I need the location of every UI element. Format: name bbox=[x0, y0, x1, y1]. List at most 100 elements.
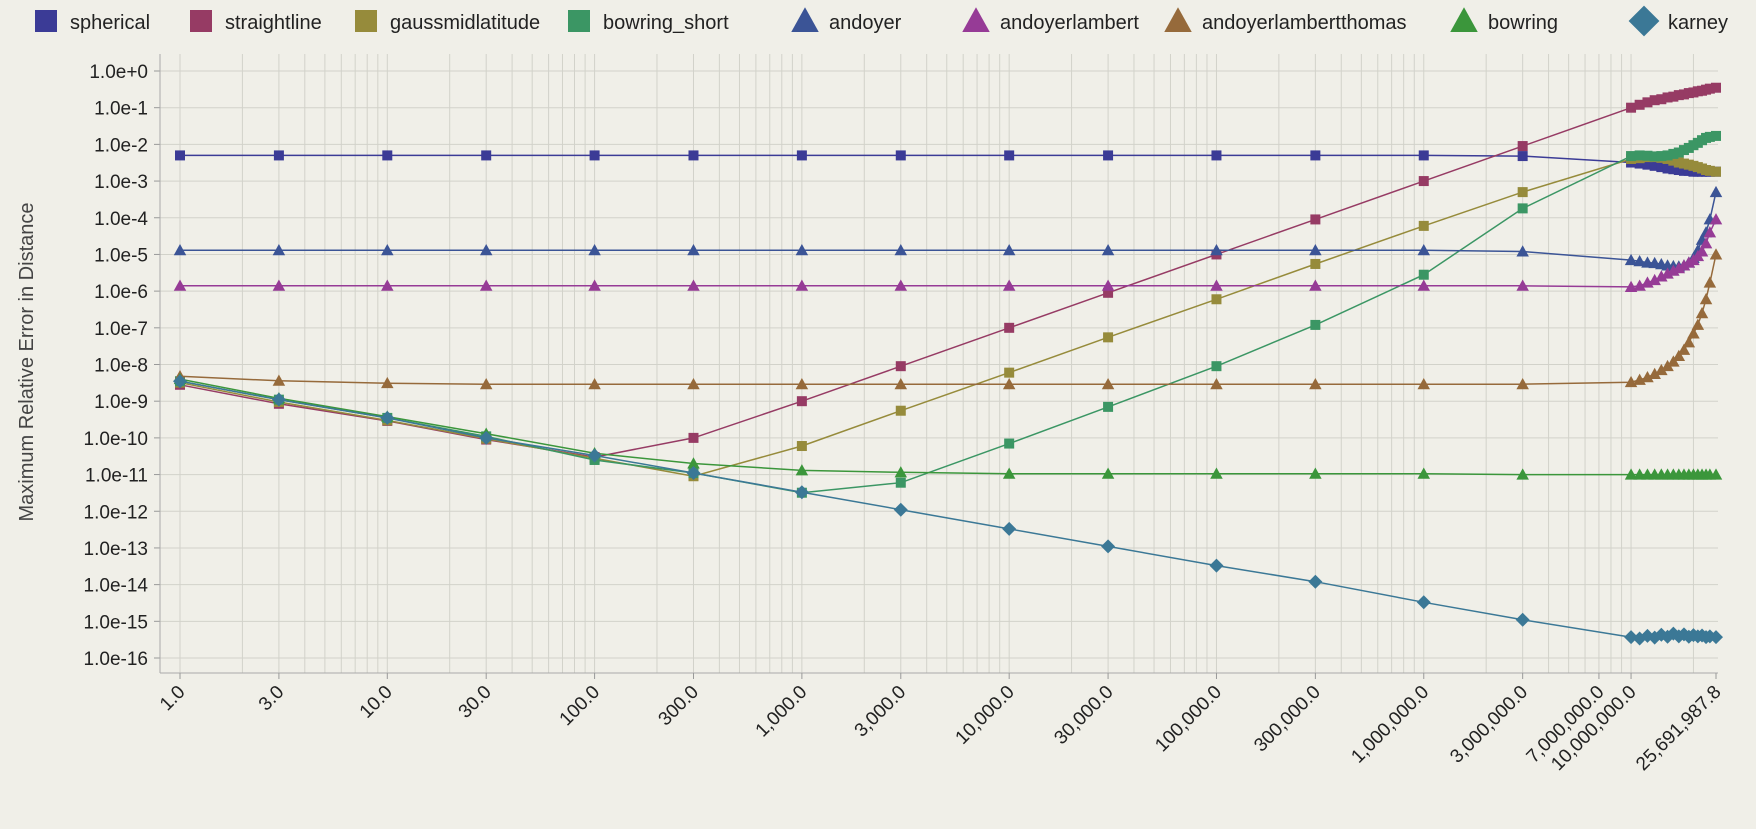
data-point-andoyerlambertthomas bbox=[1709, 248, 1723, 260]
data-point-karney bbox=[1515, 612, 1530, 627]
legend-item-andoyerlambertthomas: andoyerlambertthomas bbox=[1164, 7, 1407, 34]
data-point-spherical bbox=[273, 150, 284, 161]
data-point-gaussmidlatitude bbox=[1711, 166, 1721, 177]
legend-label-gaussmidlatitude: gaussmidlatitude bbox=[390, 12, 540, 34]
data-point-andoyerlambertthomas bbox=[381, 376, 394, 389]
data-point-andoyerlambert bbox=[381, 279, 394, 291]
data-point-andoyerlambert bbox=[1309, 279, 1322, 291]
x-tick-label: 10,000.0 bbox=[952, 682, 1019, 749]
legend-marker-karney bbox=[1628, 5, 1660, 37]
data-point-straightline bbox=[1704, 83, 1715, 94]
data-point-bowring bbox=[1516, 468, 1529, 480]
data-point-andoyerlambertthomas bbox=[479, 377, 493, 390]
data-point-spherical bbox=[895, 150, 906, 161]
data-point-andoyerlambert bbox=[1695, 245, 1709, 257]
data-point-bowring_short bbox=[1517, 203, 1528, 214]
data-point-karney bbox=[686, 466, 701, 481]
data-point-spherical bbox=[796, 150, 807, 161]
data-point-straightline bbox=[1310, 214, 1321, 225]
data-point-straightline bbox=[1642, 97, 1653, 108]
x-tick-label: 3,000.0 bbox=[851, 682, 911, 742]
legend: spherical straightline gaussmidlatitude bow… bbox=[35, 5, 1728, 37]
data-point-spherical bbox=[1662, 163, 1673, 174]
data-point-bowring_short bbox=[1668, 148, 1679, 159]
data-point-andoyerlambertthomas bbox=[1682, 336, 1696, 348]
data-point-karney bbox=[271, 392, 286, 407]
data-point-andoyer bbox=[381, 244, 394, 256]
data-point-bowring bbox=[1210, 467, 1223, 479]
data-point-andoyerlambert bbox=[687, 279, 700, 291]
data-point-bowring bbox=[1309, 467, 1322, 479]
legend-label-bowring_short: bowring_short bbox=[603, 12, 729, 34]
x-tick-label: 10.0 bbox=[356, 682, 397, 723]
series-bowring bbox=[173, 372, 1723, 480]
data-point-straightline bbox=[1418, 176, 1429, 187]
legend-marker-gaussmidlatitude bbox=[355, 10, 377, 32]
data-point-gaussmidlatitude bbox=[1418, 220, 1429, 231]
data-point-andoyerlambert bbox=[272, 279, 286, 291]
data-point-bowring_short bbox=[1662, 150, 1673, 161]
data-point-gaussmidlatitude bbox=[1673, 157, 1684, 168]
x-tick-label: 30.0 bbox=[455, 682, 496, 723]
data-point-andoyer bbox=[1709, 185, 1723, 198]
data-point-bowring bbox=[894, 466, 908, 478]
data-point-karney bbox=[1709, 630, 1723, 645]
y-tick-label: 1.0e-3 bbox=[94, 172, 148, 193]
data-point-straightline bbox=[1662, 92, 1673, 103]
legend-item-andoyerlambert: andoyerlambert bbox=[962, 7, 1139, 34]
data-point-bowring_short bbox=[1211, 361, 1222, 372]
y-axis-label: Maximum Relative Error in Distance bbox=[16, 203, 38, 522]
data-point-straightline bbox=[1626, 102, 1637, 113]
data-point-gaussmidlatitude bbox=[895, 405, 906, 416]
data-point-andoyerlambert bbox=[1002, 279, 1016, 291]
x-tick-label: 3.0 bbox=[255, 682, 289, 716]
y-tick-label: 1.0e-12 bbox=[84, 502, 148, 523]
data-point-andoyerlambertthomas bbox=[588, 377, 601, 390]
data-point-andoyerlambertthomas bbox=[795, 377, 809, 390]
legend-label-spherical: spherical bbox=[70, 12, 150, 34]
x-tick-label: 1,000.0 bbox=[752, 682, 812, 742]
y-tick-label: 1.0e-4 bbox=[94, 209, 148, 230]
data-point-bowring bbox=[1624, 468, 1638, 480]
data-point-gaussmidlatitude bbox=[1704, 165, 1715, 176]
data-point-bowring_short bbox=[1649, 151, 1660, 162]
data-point-spherical bbox=[1656, 162, 1667, 173]
series-andoyer bbox=[173, 185, 1723, 272]
data-point-bowring bbox=[1002, 467, 1016, 479]
data-point-andoyerlambertthomas bbox=[1695, 306, 1709, 319]
data-point-karney bbox=[1101, 539, 1116, 554]
data-point-andoyerlambertthomas bbox=[1417, 377, 1431, 390]
legend-item-bowring_short: bowring_short bbox=[568, 10, 729, 34]
data-point-andoyer bbox=[1309, 244, 1322, 256]
x-tick-label: 100.0 bbox=[556, 682, 604, 730]
data-point-andoyerlambertthomas bbox=[1699, 293, 1713, 305]
legend-label-andoyerlambert: andoyerlambert bbox=[1000, 12, 1139, 34]
data-point-bowring bbox=[687, 457, 700, 469]
data-point-bowring bbox=[1633, 468, 1646, 480]
data-point-karney bbox=[1416, 595, 1431, 610]
data-point-spherical bbox=[382, 150, 393, 161]
data-point-spherical bbox=[1418, 150, 1429, 161]
y-tick-label: 1.0e-16 bbox=[84, 649, 148, 670]
grid bbox=[160, 54, 1718, 673]
data-point-andoyerlambert bbox=[1677, 259, 1691, 271]
data-point-straightline bbox=[1004, 322, 1015, 333]
x-tick-label: 1,000,000.0 bbox=[1347, 682, 1433, 768]
data-point-bowring_short bbox=[1673, 147, 1684, 158]
y-tick-label: 1.0e-5 bbox=[94, 245, 148, 266]
data-point-andoyerlambertthomas bbox=[1687, 327, 1700, 339]
series-karney bbox=[173, 374, 1723, 646]
data-point-straightline bbox=[1103, 287, 1114, 298]
x-tick-label: 1.0 bbox=[156, 682, 190, 716]
series-line-spherical bbox=[180, 154, 1716, 173]
data-point-andoyer bbox=[588, 244, 601, 256]
data-point-andoyerlambertthomas bbox=[687, 377, 700, 390]
data-point-andoyerlambertthomas bbox=[272, 374, 286, 386]
data-point-andoyer bbox=[1101, 244, 1115, 256]
data-point-straightline bbox=[1634, 99, 1645, 110]
data-point-straightline bbox=[895, 361, 906, 372]
data-point-karney bbox=[479, 430, 494, 445]
data-point-andoyerlambertthomas bbox=[1672, 349, 1686, 362]
data-point-bowring_short bbox=[1711, 130, 1721, 141]
y-tick-label: 1.0e-9 bbox=[94, 392, 148, 413]
